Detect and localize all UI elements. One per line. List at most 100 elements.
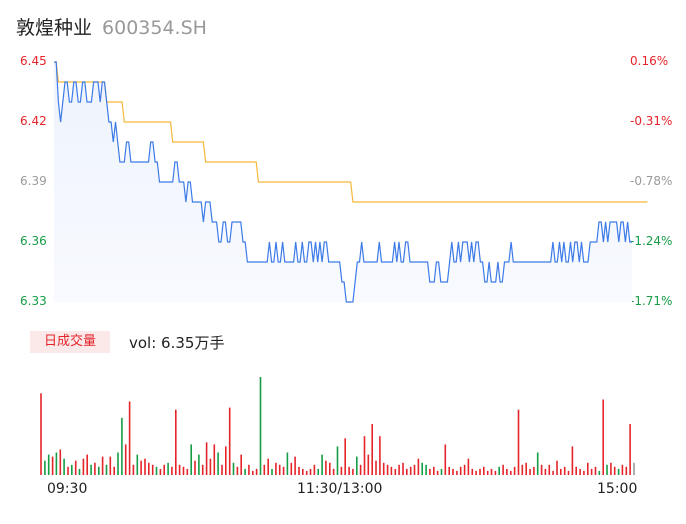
volume-bar: [124, 444, 127, 475]
volume-bar: [298, 466, 300, 475]
price-tick-label: 6.42: [20, 114, 47, 128]
volume-bar: [459, 466, 462, 475]
volume-bar: [201, 464, 204, 475]
volume-bar: [329, 462, 331, 476]
volume-bar: [271, 468, 273, 475]
volume-bar: [282, 466, 285, 475]
volume-bar: [448, 466, 450, 475]
volume-bar: [452, 468, 454, 475]
volume-bar: [436, 470, 439, 475]
volume-bar: [548, 464, 551, 475]
volume-bar: [359, 464, 362, 475]
price-tick-label: 6.45: [20, 54, 47, 68]
volume-bar: [40, 393, 42, 475]
volume-bar: [629, 424, 631, 475]
volume-bar: [483, 466, 485, 475]
daily-volume-tab[interactable]: 日成交量: [30, 331, 110, 353]
volume-bar: [182, 466, 185, 475]
volume-bar: [151, 464, 154, 475]
volume-bar: [98, 466, 100, 475]
volume-bar: [379, 436, 381, 475]
volume-bar: [67, 466, 69, 475]
volume-bar: [121, 417, 123, 475]
volume-bar: [94, 462, 96, 476]
price-tick-label: 6.39: [20, 174, 47, 188]
volume-bar: [63, 458, 65, 475]
price-line: [54, 61, 632, 303]
volume-bar: [290, 462, 293, 476]
volume-bar: [556, 460, 558, 475]
volume-bar: [386, 464, 389, 475]
volume-bar: [286, 452, 289, 475]
volume-bar: [186, 468, 189, 475]
volume-bar: [321, 454, 323, 475]
volume-bar: [602, 399, 604, 475]
volume-bar: [205, 442, 208, 475]
volume-bar: [613, 466, 616, 475]
volume-bar: [590, 468, 593, 475]
volume-bar: [252, 470, 254, 475]
volume-bar: [275, 462, 277, 476]
average-price-line: [54, 61, 648, 203]
volume-bar: [71, 464, 73, 475]
volume-bar: [302, 468, 304, 475]
volume-bar: [198, 454, 200, 475]
volume-bar: [421, 462, 423, 476]
volume-bar: [583, 470, 585, 475]
volume-bar: [579, 468, 581, 475]
volume-bar: [486, 470, 489, 475]
volume-bar: [305, 470, 308, 475]
volume-bar: [209, 458, 212, 475]
volume-bar: [178, 464, 181, 475]
volume-bar: [525, 462, 527, 476]
volume-bar: [128, 401, 131, 475]
volume-bar: [194, 460, 196, 475]
volume-bar: [59, 449, 62, 475]
volume-bar: [113, 466, 115, 475]
volume-bar: [517, 409, 520, 475]
volume-bar: [190, 444, 192, 475]
volume-bar: [429, 468, 431, 475]
volume-bar: [55, 452, 58, 475]
volume-bar: [352, 468, 354, 475]
volume-bar: [529, 468, 531, 475]
volume-bar: [382, 462, 385, 476]
volume-bar: [159, 468, 162, 475]
percent-tick-label: -1.71%: [630, 294, 673, 308]
volume-bar: [398, 464, 400, 475]
volume-bar: [47, 454, 50, 475]
volume-bar: [244, 468, 246, 475]
volume-bar: [228, 407, 231, 475]
volume-bar: [217, 452, 219, 475]
volume-bar: [263, 464, 266, 475]
volume-bar: [78, 468, 81, 475]
stock-name: 敦煌种业: [16, 17, 93, 39]
volume-bar: [506, 468, 508, 475]
volume-bar: [610, 462, 612, 476]
volume-bar: [409, 466, 412, 475]
volume-bar: [74, 460, 77, 475]
volume-bar: [86, 454, 88, 475]
volume-bar: [240, 454, 242, 475]
time-tick-label: 11:30/13:00: [297, 481, 383, 497]
volume-bar: [325, 460, 327, 475]
volume-bar: [536, 452, 539, 475]
volume-bar: [332, 468, 335, 475]
volume-bar: [617, 468, 620, 475]
percent-tick-label: -0.31%: [630, 114, 673, 128]
volume-bar: [606, 464, 608, 475]
volume-bar: [587, 462, 589, 476]
volume-bar: [175, 409, 177, 475]
time-tick-label: 09:30: [47, 481, 88, 497]
volume-bar: [371, 424, 373, 475]
volume-bar: [163, 464, 165, 475]
volume-bar: [221, 464, 223, 475]
volume-bar: [494, 470, 497, 475]
price-tick-label: 6.36: [20, 234, 47, 248]
volume-bar: [425, 464, 427, 475]
volume-bar: [406, 468, 408, 475]
volume-bar: [571, 446, 574, 475]
stock-code: 600354.SH: [102, 17, 207, 39]
volume-bar: [598, 470, 601, 475]
